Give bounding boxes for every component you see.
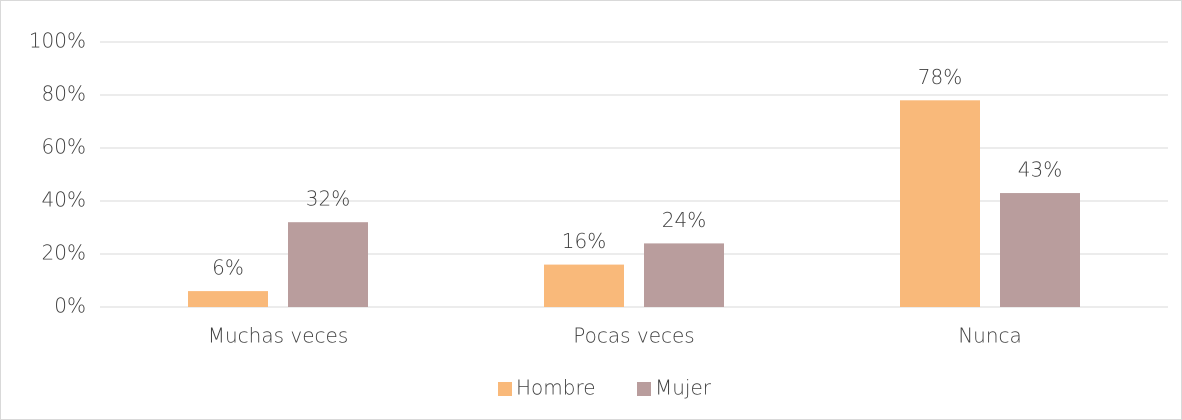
y-tick-label: 100% bbox=[29, 29, 86, 53]
bar bbox=[1000, 193, 1080, 307]
legend-label: Hombre bbox=[516, 376, 596, 400]
value-label: 6% bbox=[212, 256, 244, 280]
bar bbox=[900, 100, 980, 307]
value-label: 32% bbox=[306, 187, 350, 211]
y-tick-label: 60% bbox=[42, 135, 86, 159]
legend-swatch bbox=[498, 382, 512, 396]
x-tick-label: Pocas veces bbox=[573, 324, 694, 348]
bar bbox=[644, 243, 724, 307]
legend-label: Mujer bbox=[655, 376, 712, 400]
bar bbox=[288, 222, 368, 307]
y-tick-label: 0% bbox=[54, 294, 86, 318]
value-label: 24% bbox=[662, 208, 706, 232]
y-tick-label: 80% bbox=[42, 82, 86, 106]
legend-swatch bbox=[637, 382, 651, 396]
value-label: 78% bbox=[918, 65, 962, 89]
value-label: 16% bbox=[562, 229, 606, 253]
y-tick-label: 20% bbox=[42, 241, 86, 265]
x-tick-label: Nunca bbox=[958, 324, 1022, 348]
x-tick-label: Muchas veces bbox=[208, 324, 349, 348]
bar bbox=[188, 291, 268, 307]
value-label: 43% bbox=[1018, 158, 1062, 182]
bar bbox=[544, 264, 624, 307]
y-tick-label: 40% bbox=[42, 188, 86, 212]
